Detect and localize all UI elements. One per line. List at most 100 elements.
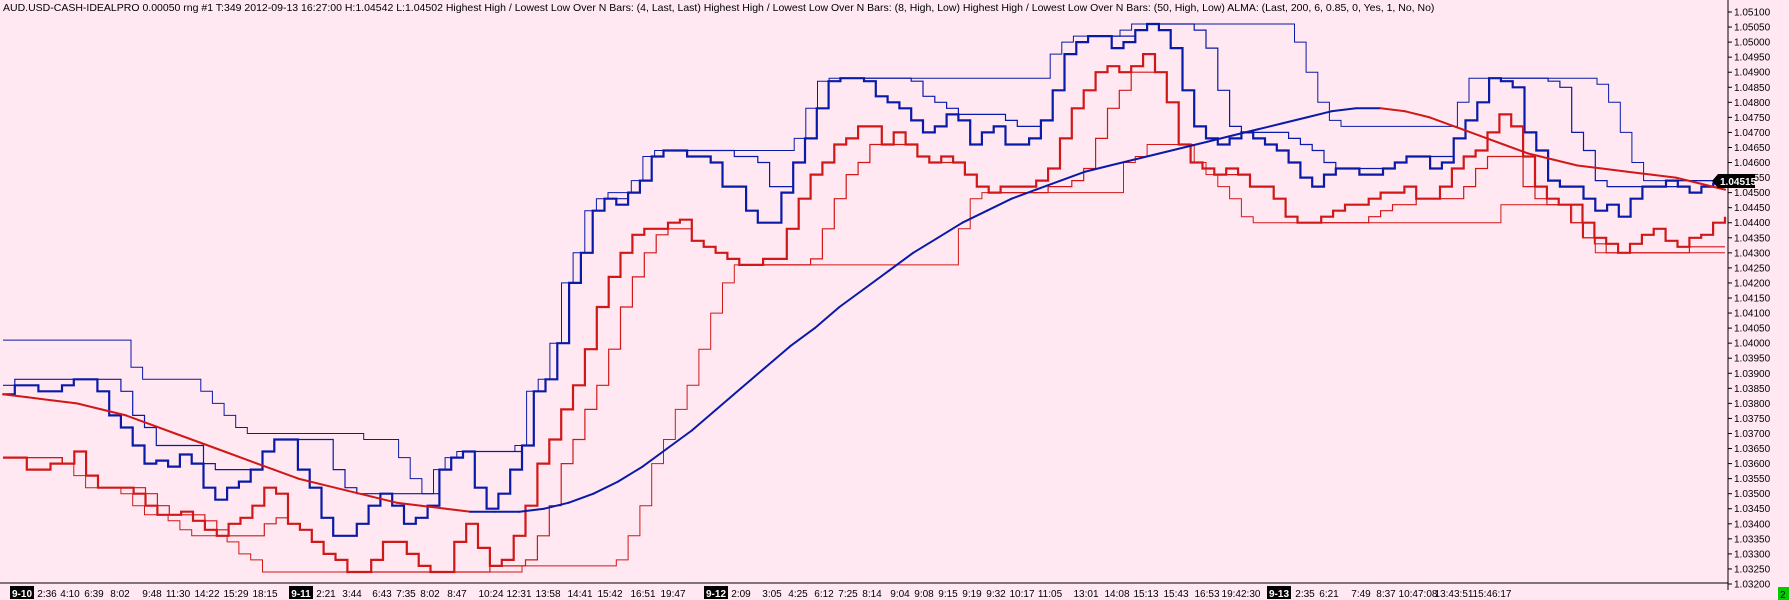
- alma-segment: [371, 495, 398, 504]
- price-tick-label: 1.03350: [1734, 534, 1771, 545]
- day-marker-bg: [704, 586, 728, 599]
- alma-segment: [1084, 164, 1111, 173]
- price-tick-label: 1.04450: [1734, 203, 1771, 214]
- alma-segment: [420, 504, 447, 510]
- alma-segment: [248, 459, 275, 471]
- time-tick-label: 14:41: [567, 589, 592, 600]
- time-tick-label: 8:37: [1376, 589, 1396, 600]
- series-layer: [2, 22, 1727, 574]
- alma-segment: [1207, 134, 1234, 143]
- price-tick-label: 1.05050: [1734, 23, 1771, 34]
- price-tick-label: 1.05000: [1734, 38, 1771, 49]
- alma-segment: [1551, 158, 1579, 167]
- alma-segment: [100, 408, 127, 417]
- price-tick-label: 1.03250: [1734, 564, 1771, 575]
- alma-segment: [1379, 107, 1407, 113]
- last-price-tag: 1.04515: [1712, 174, 1757, 188]
- alma-segment: [1232, 128, 1259, 137]
- alma-segment: [863, 269, 890, 290]
- time-tick-label: 2:36: [37, 589, 57, 600]
- time-tick-label: 8:02: [110, 589, 130, 600]
- alma-segment: [1035, 179, 1062, 191]
- series-ll8: [3, 71, 1725, 573]
- price-tick-label: 1.04600: [1734, 158, 1771, 169]
- time-tick-label: 15:46:17: [1473, 589, 1512, 600]
- price-tick-label: 1.04050: [1734, 324, 1771, 335]
- day-marker-label: 9-11: [291, 589, 311, 600]
- time-tick-label: 7:35: [396, 589, 416, 600]
- price-tick-label: 1.04800: [1734, 98, 1771, 109]
- alma-segment: [690, 408, 718, 432]
- price-tick-label: 1.04150: [1734, 294, 1771, 305]
- day-marker-bg: [289, 586, 313, 599]
- corner-label: 2: [1780, 590, 1786, 600]
- time-tick-label: 11:30: [166, 589, 191, 600]
- alma-segment: [1109, 158, 1136, 167]
- alma-segment: [715, 387, 742, 411]
- price-tick-label: 1.04300: [1734, 248, 1771, 259]
- time-tick-label: 13:01: [1073, 589, 1098, 600]
- time-tick-label: 6:21: [1319, 589, 1339, 600]
- alma-segment: [912, 236, 939, 254]
- time-tick-label: 9:15: [938, 589, 958, 600]
- price-tick-label: 1.05100: [1734, 8, 1771, 19]
- alma-segment: [346, 489, 373, 498]
- alma-segment: [75, 402, 103, 411]
- alma-segment: [518, 507, 546, 513]
- price-tick-label: 1.03200: [1734, 580, 1771, 591]
- alma-segment: [887, 251, 915, 272]
- time-tick-label: 4:25: [788, 589, 808, 600]
- alma-segment: [395, 501, 423, 507]
- price-tick-label: 1.04900: [1734, 68, 1771, 79]
- series-hh50: [3, 23, 1725, 495]
- price-tick-label: 1.03950: [1734, 354, 1771, 365]
- price-tick-label: 1.04250: [1734, 263, 1771, 274]
- alma-segment: [543, 501, 570, 510]
- alma-segment: [149, 423, 177, 435]
- price-tick-label: 1.03550: [1734, 474, 1771, 485]
- price-tick-label: 1.03750: [1734, 414, 1771, 425]
- alma-segment: [125, 414, 152, 426]
- time-tick-label: 6:12: [814, 589, 834, 600]
- time-tick-label: 15:13: [1133, 589, 1158, 600]
- day-marker-label: 9-12: [706, 589, 726, 600]
- time-tick-label: 3:44: [342, 589, 362, 600]
- time-tick-label: 10:17: [1009, 589, 1034, 600]
- day-marker-bg: [1267, 586, 1291, 599]
- price-tick-label: 1.04950: [1734, 53, 1771, 64]
- time-tick-label: 9:32: [986, 589, 1006, 600]
- alma-segment: [666, 429, 693, 450]
- day-marker-label: 9-13: [1269, 589, 1289, 600]
- last-price-label: 1.04515: [1720, 177, 1757, 188]
- time-tick-label: 2:09: [731, 589, 751, 600]
- time-tick-label: 18:15: [252, 589, 277, 600]
- alma-segment: [1256, 122, 1284, 131]
- alma-segment: [223, 450, 250, 462]
- alma-segment: [986, 197, 1013, 212]
- time-tick-label: 10:47:08: [1399, 589, 1438, 600]
- series-hh4: [3, 22, 1727, 537]
- chart-header: AUD.USD-CASH-IDEALPRO 0.00050 rng #1 T:3…: [3, 2, 1434, 14]
- time-tick-label: 9:08: [914, 589, 934, 600]
- time-tick-label: 7:49: [1351, 589, 1371, 600]
- price-tick-label: 1.03450: [1734, 504, 1771, 515]
- price-tick-label: 1.04650: [1734, 143, 1771, 154]
- time-tick-label: 11:05: [1038, 589, 1063, 600]
- time-tick-label: 4:10: [60, 589, 80, 600]
- alma-segment: [1182, 140, 1210, 149]
- alma-segment: [1625, 170, 1653, 176]
- time-tick-label: 3:05: [762, 589, 782, 600]
- time-tick-label: 16:51: [630, 589, 655, 600]
- alma-segment: [1650, 173, 1677, 179]
- price-tick-label: 1.03650: [1734, 444, 1771, 455]
- alma-segment: [1502, 143, 1530, 155]
- alma-segment: [961, 209, 988, 224]
- price-tick-label: 1.04000: [1734, 339, 1771, 350]
- alma-segment: [740, 366, 767, 390]
- time-tick-label: 14:08: [1104, 589, 1129, 600]
- alma-segment: [198, 441, 226, 453]
- alma-segment: [1674, 176, 1702, 185]
- alma-segment: [321, 483, 349, 492]
